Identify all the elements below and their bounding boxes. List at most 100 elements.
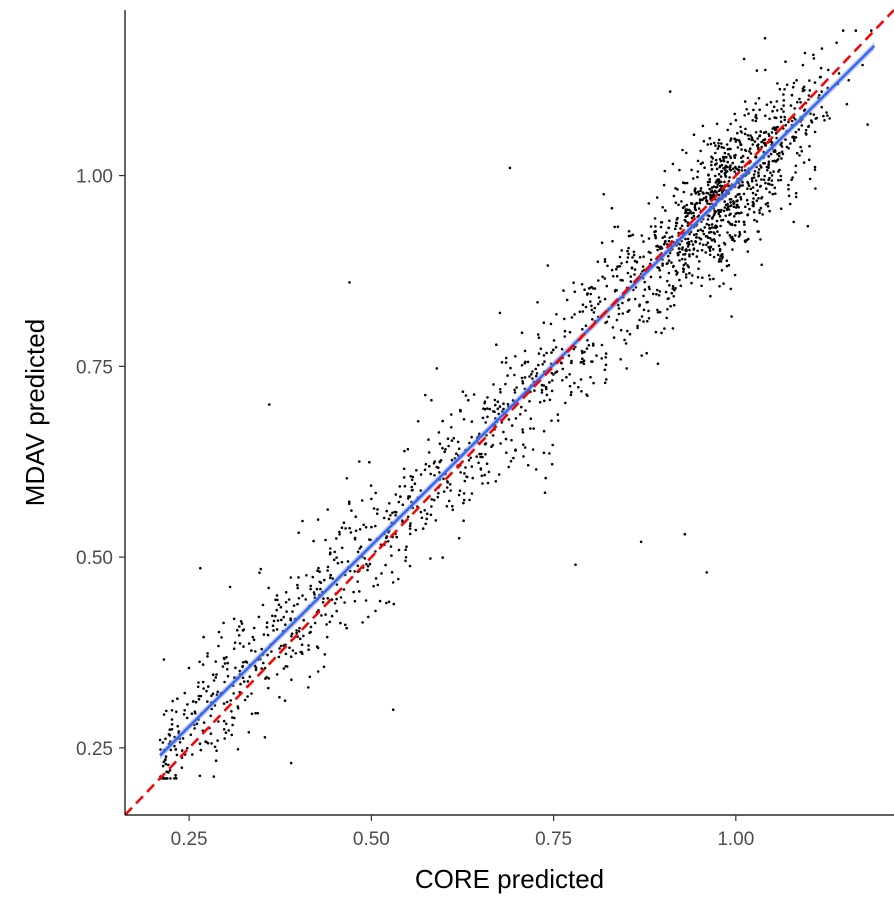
data-point bbox=[712, 141, 716, 145]
x-axis-title: CORE predicted bbox=[415, 864, 604, 894]
data-point bbox=[779, 120, 783, 123]
data-point bbox=[222, 702, 226, 705]
data-point bbox=[710, 168, 714, 171]
data-point bbox=[706, 236, 710, 239]
data-point bbox=[649, 258, 653, 262]
data-point bbox=[739, 143, 743, 146]
data-point bbox=[719, 224, 722, 228]
data-point bbox=[441, 419, 445, 423]
data-point bbox=[335, 556, 338, 559]
data-point bbox=[262, 633, 266, 636]
data-point bbox=[626, 249, 629, 253]
data-point bbox=[621, 279, 624, 282]
data-point bbox=[568, 384, 572, 388]
data-point bbox=[447, 444, 450, 448]
data-point bbox=[727, 208, 731, 211]
data-point bbox=[741, 180, 744, 184]
data-point bbox=[728, 176, 731, 179]
data-point bbox=[691, 274, 694, 277]
data-point bbox=[627, 246, 630, 250]
data-point bbox=[604, 363, 608, 367]
data-point bbox=[780, 150, 784, 154]
data-point bbox=[194, 700, 198, 704]
data-point bbox=[587, 344, 591, 347]
data-point bbox=[307, 644, 310, 647]
data-point bbox=[590, 304, 593, 308]
data-point bbox=[353, 599, 357, 603]
data-point bbox=[776, 125, 779, 129]
data-point bbox=[709, 237, 712, 240]
data-point bbox=[338, 533, 341, 536]
data-point bbox=[206, 700, 209, 703]
data-point bbox=[405, 545, 408, 548]
data-point bbox=[345, 626, 349, 630]
data-point bbox=[198, 742, 202, 745]
data-point bbox=[600, 343, 604, 347]
data-point bbox=[592, 381, 595, 385]
data-point bbox=[442, 490, 446, 493]
data-point bbox=[596, 260, 600, 264]
data-point bbox=[221, 665, 225, 668]
data-point bbox=[659, 247, 662, 251]
data-point bbox=[794, 195, 798, 199]
data-point bbox=[685, 181, 689, 185]
data-point bbox=[451, 508, 455, 512]
data-point bbox=[506, 402, 510, 406]
data-point bbox=[282, 667, 286, 670]
data-point bbox=[727, 263, 731, 267]
data-point bbox=[162, 760, 165, 764]
data-point bbox=[675, 221, 679, 225]
data-point bbox=[228, 585, 232, 589]
data-point bbox=[796, 100, 799, 104]
data-point bbox=[638, 318, 641, 322]
data-point bbox=[435, 367, 439, 370]
data-point bbox=[744, 149, 748, 153]
data-point bbox=[561, 367, 565, 371]
data-point bbox=[230, 733, 234, 737]
data-point bbox=[291, 649, 295, 652]
data-point bbox=[617, 307, 621, 310]
data-point bbox=[714, 224, 717, 227]
data-point bbox=[656, 248, 659, 252]
data-point bbox=[358, 547, 361, 550]
data-point bbox=[767, 155, 770, 158]
data-point bbox=[733, 239, 736, 243]
data-point bbox=[471, 476, 475, 480]
data-point bbox=[245, 661, 249, 664]
data-point bbox=[751, 143, 755, 146]
data-point bbox=[210, 694, 213, 698]
data-point bbox=[298, 626, 301, 630]
data-point bbox=[290, 634, 293, 638]
data-point bbox=[725, 143, 729, 146]
data-point bbox=[288, 646, 291, 649]
data-point bbox=[307, 648, 310, 651]
data-point bbox=[790, 119, 794, 123]
data-point bbox=[739, 125, 742, 129]
data-point bbox=[633, 273, 636, 276]
data-point bbox=[719, 170, 723, 173]
data-point bbox=[694, 240, 697, 244]
data-point bbox=[613, 225, 616, 229]
data-point bbox=[626, 310, 629, 314]
data-point bbox=[654, 230, 657, 233]
data-point bbox=[548, 452, 551, 455]
data-point bbox=[493, 398, 497, 402]
data-point bbox=[325, 623, 328, 626]
data-point bbox=[356, 580, 360, 583]
data-point bbox=[175, 710, 178, 714]
data-point bbox=[740, 160, 744, 164]
data-point bbox=[388, 502, 391, 505]
data-point bbox=[773, 186, 777, 190]
data-point bbox=[588, 286, 592, 290]
data-point bbox=[180, 766, 184, 769]
data-point bbox=[757, 146, 760, 149]
data-point bbox=[709, 245, 713, 249]
data-point bbox=[394, 493, 398, 496]
data-point bbox=[812, 53, 815, 57]
data-point bbox=[278, 695, 281, 699]
data-point bbox=[731, 161, 734, 165]
data-point bbox=[562, 289, 565, 292]
data-point bbox=[572, 281, 575, 285]
data-point bbox=[167, 763, 170, 767]
data-point bbox=[197, 681, 200, 684]
